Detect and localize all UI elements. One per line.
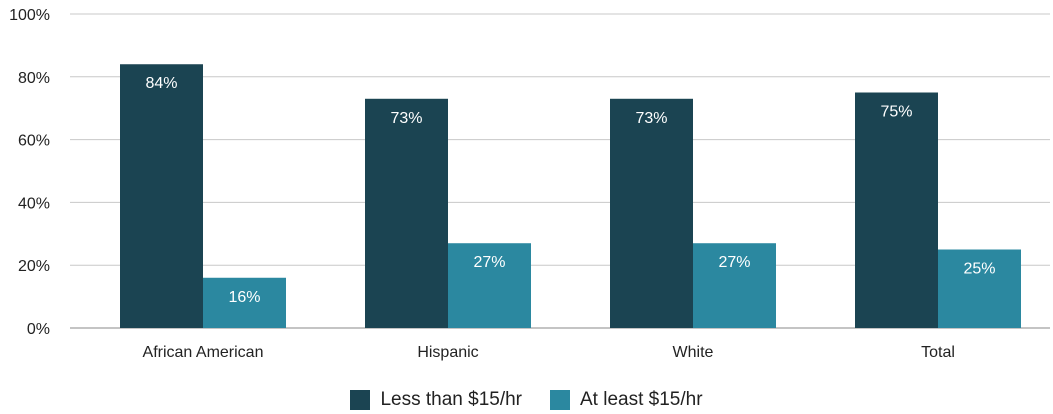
data-label: 27% [473,254,505,271]
y-tick-label: 40% [18,195,50,212]
x-tick-label: White [673,344,714,361]
legend: Less than $15/hr At least $15/hr [0,386,1053,414]
data-labels: 84% 16% 73% 27% 73% 27% 75% 25% [145,75,995,306]
bar-chart: 0% 20% 40% 60% 80% 100% 84% 16% 73% 27% 73% 27% 75%… [9,7,1050,361]
data-label: 73% [635,110,667,127]
bar [120,64,203,329]
bar [610,98,693,328]
legend-label-less-than-15: Less than $15/hr [380,389,522,410]
y-tick-label: 80% [18,70,50,87]
bar [693,243,776,328]
bar [203,277,286,328]
bar [365,98,448,328]
legend-item-less-than-15: Less than $15/hr [350,386,522,414]
bar [448,243,531,328]
x-tick-label: Total [921,344,955,361]
x-tick-label: African American [143,344,264,361]
y-tick-label: 60% [18,133,50,150]
data-label: 73% [390,110,422,127]
data-label: 84% [145,75,177,92]
y-tick-label: 100% [9,7,50,24]
legend-label-at-least-15: At least $15/hr [580,389,703,410]
bars [120,64,1021,329]
bar [938,249,1021,328]
bar [855,92,938,328]
legend-swatch-less-than-15 [350,390,371,410]
y-tick-label: 0% [27,321,50,338]
data-label: 25% [963,261,995,278]
legend-item-at-least-15: At least $15/hr [550,386,703,414]
legend-swatch-at-least-15 [550,390,570,410]
data-label: 27% [718,254,750,271]
data-label: 16% [228,289,260,306]
x-axis-ticks: African American Hispanic White Total [143,344,955,361]
y-axis-ticks: 0% 20% 40% 60% 80% 100% [9,7,50,338]
y-tick-label: 20% [18,258,50,275]
data-label: 75% [880,104,912,121]
x-tick-label: Hispanic [417,344,478,361]
